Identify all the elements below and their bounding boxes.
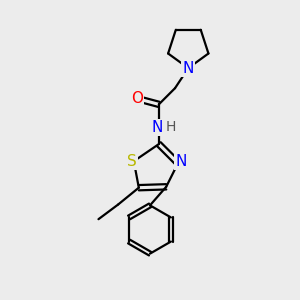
Text: N: N xyxy=(152,120,163,135)
Text: H: H xyxy=(165,120,176,134)
Text: N: N xyxy=(183,61,194,76)
Text: S: S xyxy=(128,154,137,169)
Text: O: O xyxy=(131,91,143,106)
Text: N: N xyxy=(175,154,187,169)
